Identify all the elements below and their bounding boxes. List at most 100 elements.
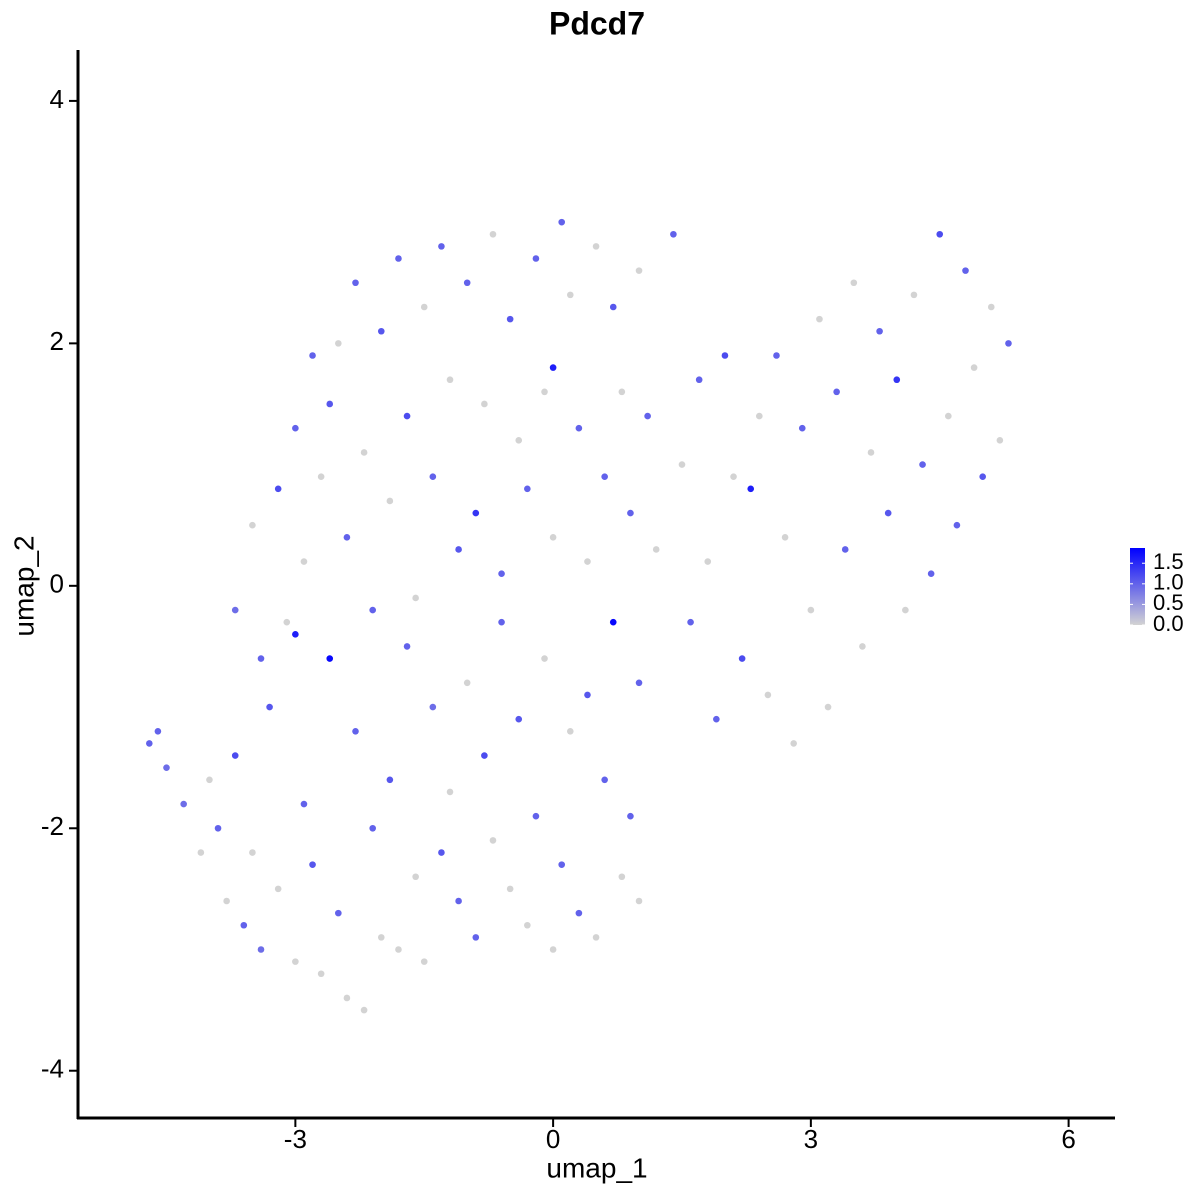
cell-point	[635, 267, 643, 274]
points	[146, 218, 1012, 1014]
cell-point	[197, 849, 205, 856]
cell-point	[584, 558, 591, 565]
cell-point	[438, 849, 445, 856]
y-tick-label: -4	[41, 1054, 64, 1084]
cell-point	[386, 776, 394, 784]
cell-point	[420, 958, 428, 965]
cell-point	[893, 376, 901, 384]
color-bar	[1130, 548, 1145, 625]
cell-point	[214, 824, 222, 832]
cell-point	[524, 485, 531, 493]
cell-point	[403, 643, 411, 650]
color-tick-label: 1.5	[1153, 549, 1184, 574]
cell-point	[592, 934, 600, 941]
cell-point	[859, 643, 866, 650]
cell-point	[919, 461, 926, 468]
cell-point	[472, 934, 480, 941]
cell-point	[309, 861, 316, 868]
cell-point	[481, 400, 488, 408]
y-tick-label: 4	[50, 84, 64, 114]
cell-point	[575, 909, 583, 917]
cell-point	[429, 703, 437, 711]
cell-point	[309, 352, 316, 359]
cell-point	[730, 473, 737, 481]
cell-point	[180, 800, 187, 808]
cell-point	[644, 412, 651, 420]
cell-point	[721, 352, 729, 359]
cell-point	[541, 655, 548, 662]
cell-point	[257, 946, 265, 953]
cell-point	[910, 291, 918, 299]
cell-point	[549, 946, 557, 953]
cell-point	[764, 691, 772, 699]
cell-point	[360, 449, 368, 456]
cell-point	[455, 897, 462, 905]
cell-point	[609, 303, 617, 311]
cell-point	[695, 376, 703, 384]
cell-point	[979, 473, 986, 481]
cell-point	[987, 303, 995, 311]
cell-point	[807, 606, 815, 614]
axes: -3 0 3 6 -4 -2 0 2 4	[41, 50, 1115, 1154]
cell-point	[446, 788, 454, 796]
cell-point	[274, 885, 282, 893]
cell-point	[652, 546, 660, 553]
color-tick-label: 0.0	[1153, 611, 1184, 636]
y-axis-label: umap_2	[8, 535, 39, 636]
x-tick-label: -3	[284, 1124, 307, 1154]
cell-point	[884, 509, 892, 517]
cell-point	[798, 424, 806, 432]
cell-point	[472, 509, 480, 517]
cell-point	[317, 970, 325, 978]
cell-point	[231, 606, 239, 614]
cell-point	[292, 958, 299, 965]
cell-point	[300, 800, 308, 808]
cell-point	[833, 388, 840, 396]
cell-point	[420, 303, 428, 311]
cell-point	[575, 424, 583, 432]
cell-point	[438, 243, 445, 250]
x-tick-label: 0	[546, 1124, 560, 1154]
cell-point	[618, 388, 626, 396]
cell-point	[670, 230, 677, 238]
cell-point	[386, 497, 394, 505]
cell-point	[326, 400, 334, 408]
cell-point	[1005, 340, 1012, 347]
cell-point	[936, 230, 944, 238]
cell-point	[841, 546, 849, 553]
cell-point	[429, 473, 437, 481]
cell-point	[292, 631, 299, 638]
cell-point	[549, 364, 557, 371]
cell-point	[945, 412, 952, 420]
cell-point	[249, 521, 256, 529]
y-tick-label: -2	[41, 811, 64, 841]
cell-point	[206, 776, 213, 784]
cell-point	[601, 776, 608, 784]
cell-point	[524, 921, 531, 929]
cell-point	[146, 740, 153, 747]
cell-point	[343, 534, 351, 541]
cell-point	[558, 218, 566, 226]
cell-point	[481, 752, 488, 759]
cell-point	[747, 485, 755, 493]
cell-point	[601, 473, 608, 481]
x-tick-label: 6	[1061, 1124, 1075, 1154]
cell-point	[463, 279, 471, 287]
cell-point	[927, 570, 935, 577]
cell-point	[266, 703, 273, 711]
cell-point	[532, 812, 540, 820]
cell-point	[506, 885, 514, 893]
y-tick-label: 0	[50, 569, 64, 599]
cell-point	[635, 897, 643, 905]
cell-point	[627, 812, 634, 820]
cell-point	[506, 315, 514, 323]
cell-point	[850, 279, 858, 287]
cell-point	[369, 824, 376, 832]
cell-point	[996, 437, 1004, 444]
cell-point	[395, 946, 402, 953]
cell-point	[412, 594, 419, 602]
cell-point	[687, 618, 694, 626]
cell-point	[953, 521, 961, 529]
chart-title: Pdcd7	[549, 5, 645, 41]
